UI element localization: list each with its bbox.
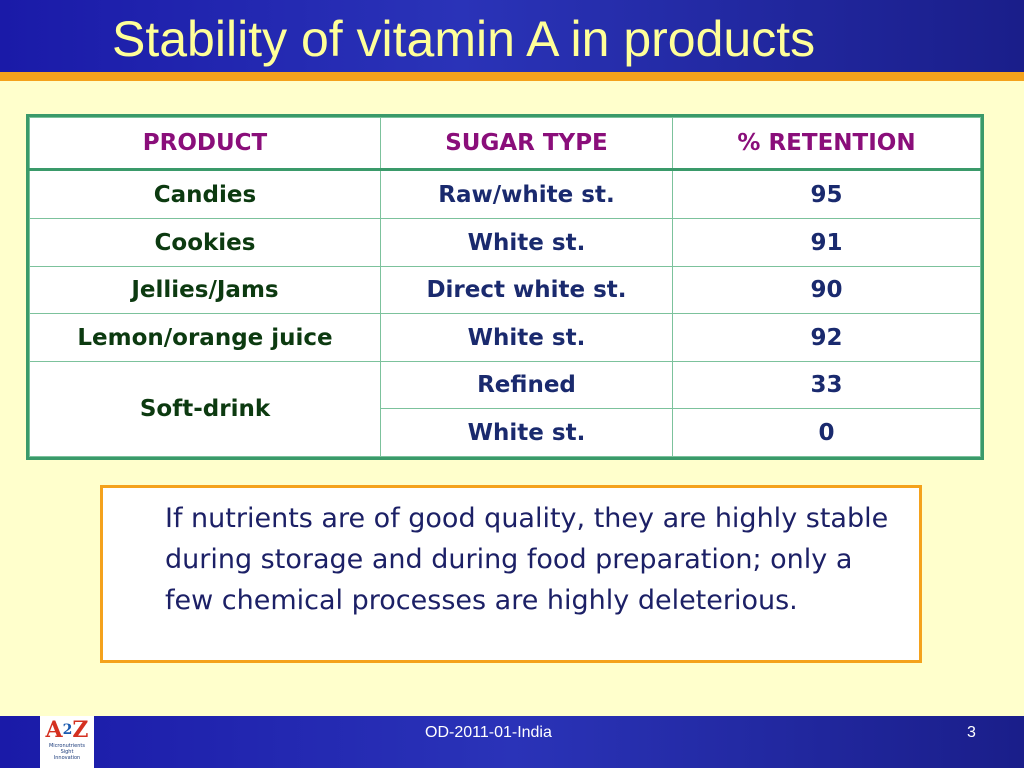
sugar-type-cell: White st.	[380, 313, 673, 362]
header-stripe	[0, 72, 1024, 81]
retention-cell: 92	[672, 313, 981, 362]
note-text: If nutrients are of good quality, they a…	[165, 503, 889, 616]
logo-line-2: Sight	[60, 749, 74, 755]
retention-cell: 0	[672, 408, 981, 457]
table-row: Jellies/Jams Direct white st. 90	[29, 265, 981, 315]
retention-cell: 90	[672, 265, 981, 315]
header-product: PRODUCT	[29, 117, 381, 171]
product-cell: Cookies	[29, 218, 381, 267]
logo-subtitle: Micronutrients Sight Innovation	[40, 743, 94, 761]
header-sugar-type: SUGAR TYPE	[380, 117, 673, 171]
logo-letter-z: Z	[72, 717, 89, 743]
product-cell: Soft-drink	[29, 360, 381, 458]
logo-digit: 2	[62, 722, 73, 738]
logo-mark: A2Z	[40, 718, 94, 742]
footer-bar: OD-2011-01-India 3	[0, 716, 1024, 768]
product-cell: Lemon/orange juice	[29, 313, 381, 362]
logo-line-3: Innovation	[53, 755, 81, 761]
table-row: White st. 0	[30, 408, 981, 457]
logo-letter-a: A	[45, 717, 63, 743]
retention-cell: 33	[672, 360, 981, 410]
retention-cell: 91	[672, 218, 981, 267]
a2z-logo: A2Z Micronutrients Sight Innovation	[40, 716, 94, 768]
retention-cell: 95	[672, 168, 981, 220]
sugar-type-cell: Refined	[380, 360, 673, 410]
product-cell: Jellies/Jams	[29, 265, 381, 315]
sugar-type-cell: Direct white st.	[380, 265, 673, 315]
header-retention: % RETENTION	[672, 117, 981, 171]
slide-title: Stability of vitamin A in products	[112, 11, 816, 67]
table-header-row: PRODUCT SUGAR TYPE % RETENTION	[29, 117, 981, 171]
product-cell: Candies	[29, 168, 381, 220]
header-bar	[0, 0, 1024, 72]
sugar-type-cell: Raw/white st.	[380, 168, 673, 220]
retention-table-grid: PRODUCT SUGAR TYPE % RETENTION Candies R…	[29, 117, 981, 458]
sugar-type-cell: White st.	[380, 408, 673, 457]
retention-table: PRODUCT SUGAR TYPE % RETENTION Candies R…	[26, 114, 984, 460]
sugar-type-cell: White st.	[380, 218, 673, 267]
note-box: If nutrients are of good quality, they a…	[100, 485, 922, 663]
page-number: 3	[967, 724, 976, 741]
table-row: Candies Raw/white st. 95	[29, 168, 981, 220]
footer-code: OD-2011-01-India	[425, 724, 552, 741]
table-row: Lemon/orange juice White st. 92	[29, 313, 981, 362]
table-row: Cookies White st. 91	[29, 218, 981, 267]
table-row: Soft-drink Refined 33	[29, 360, 981, 458]
logo-line-1: Micronutrients	[48, 743, 85, 749]
